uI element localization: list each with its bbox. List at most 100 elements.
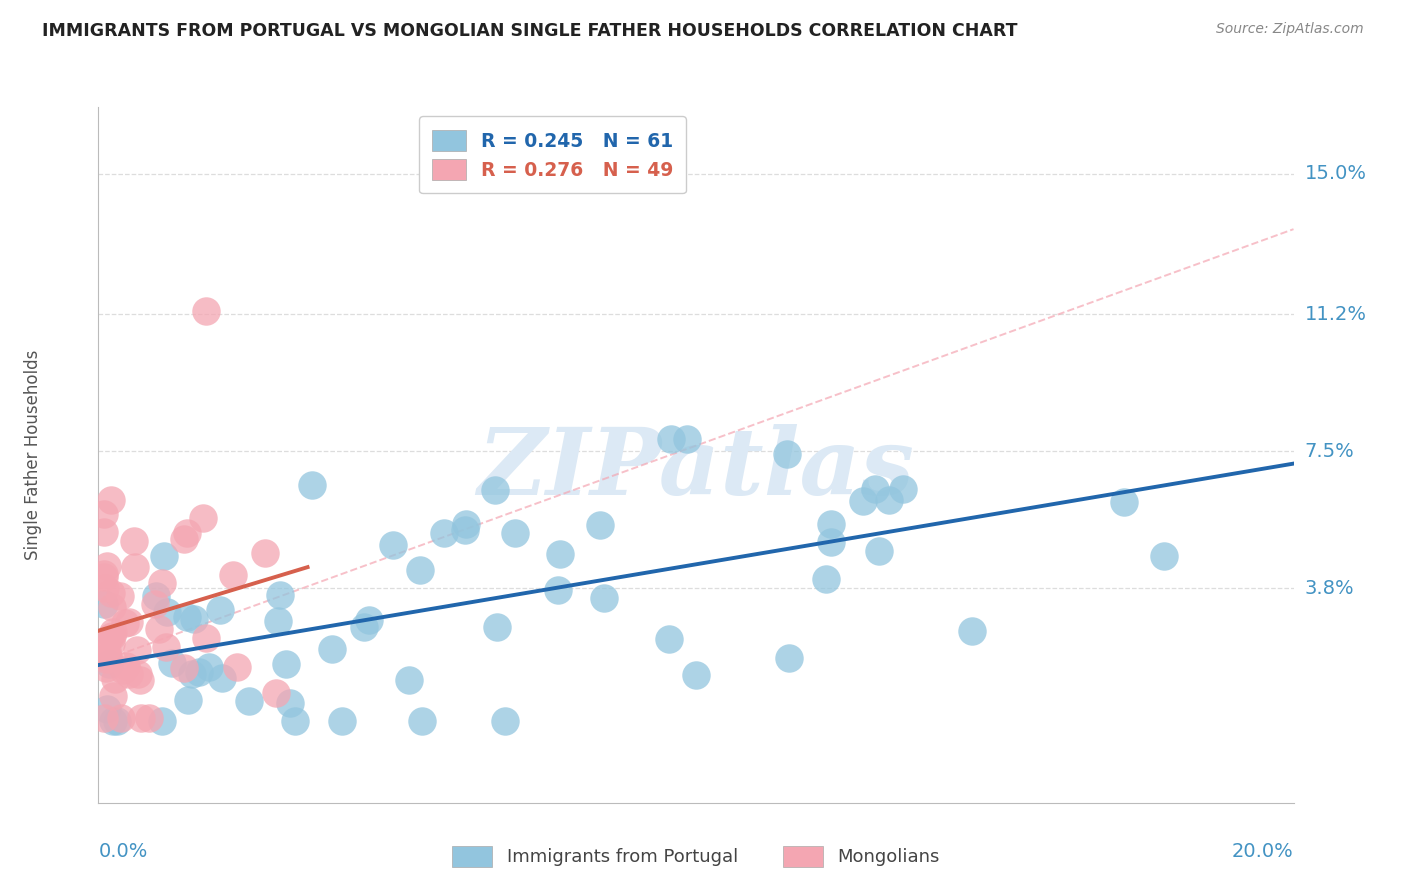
Point [658, 632, 681, 646]
Point [301, 478, 323, 492]
Point [321, 642, 343, 657]
Point [118, 615, 141, 629]
Point [891, 482, 914, 496]
Text: Single Father Households: Single Father Households [24, 350, 42, 560]
Point [589, 518, 612, 533]
Point [115, 659, 138, 673]
Point [101, 625, 124, 640]
Point [101, 689, 124, 703]
Point [118, 666, 141, 681]
Text: 20.0%: 20.0% [1232, 842, 1294, 861]
Point [193, 511, 215, 525]
Point [484, 483, 506, 498]
Point [125, 643, 148, 657]
Point [100, 586, 122, 600]
Point [264, 686, 287, 700]
Point [877, 492, 900, 507]
Point [550, 547, 572, 561]
Text: 0.0%: 0.0% [98, 842, 148, 861]
Point [152, 714, 174, 729]
Point [456, 517, 478, 532]
Legend: Immigrants from Portugal, Mongolians: Immigrants from Portugal, Mongolians [446, 838, 946, 874]
Point [209, 603, 232, 617]
Text: Source: ZipAtlas.com: Source: ZipAtlas.com [1216, 22, 1364, 37]
Point [111, 663, 134, 677]
Point [353, 620, 375, 634]
Point [93, 507, 115, 521]
Point [93, 570, 115, 584]
Point [283, 714, 305, 729]
Point [104, 672, 127, 686]
Point [194, 631, 217, 645]
Text: 7.5%: 7.5% [1305, 442, 1354, 461]
Point [97, 650, 120, 665]
Text: 3.8%: 3.8% [1305, 579, 1354, 598]
Point [194, 303, 218, 318]
Point [183, 612, 205, 626]
Point [177, 693, 200, 707]
Point [100, 493, 122, 508]
Point [94, 581, 117, 595]
Point [143, 598, 166, 612]
Point [411, 714, 433, 729]
Point [97, 649, 120, 664]
Point [820, 535, 842, 549]
Point [101, 629, 124, 643]
Point [105, 714, 128, 729]
Point [103, 714, 125, 729]
Point [187, 665, 209, 680]
Point [150, 575, 173, 590]
Point [494, 714, 516, 729]
Point [685, 668, 707, 682]
Point [868, 544, 890, 558]
Point [359, 613, 381, 627]
Point [815, 573, 838, 587]
Text: 15.0%: 15.0% [1305, 164, 1367, 183]
Text: ZIPatlas: ZIPatlas [478, 424, 914, 514]
Point [101, 599, 124, 614]
Point [778, 651, 800, 665]
Point [382, 538, 405, 552]
Point [485, 620, 508, 634]
Point [97, 632, 120, 646]
Point [176, 526, 198, 541]
Point [960, 624, 983, 638]
Point [278, 696, 301, 710]
Point [155, 640, 177, 655]
Point [156, 606, 179, 620]
Point [197, 660, 219, 674]
Point [96, 702, 118, 716]
Point [114, 616, 136, 631]
Point [592, 591, 614, 606]
Point [96, 644, 118, 658]
Point [176, 610, 198, 624]
Point [226, 659, 249, 673]
Point [173, 661, 195, 675]
Point [173, 533, 195, 547]
Point [398, 673, 420, 688]
Point [254, 546, 277, 560]
Point [138, 711, 160, 725]
Point [129, 711, 152, 725]
Point [148, 622, 170, 636]
Point [852, 494, 875, 508]
Point [127, 667, 149, 681]
Point [94, 652, 117, 666]
Point [820, 516, 842, 531]
Point [454, 523, 477, 537]
Point [547, 583, 569, 598]
Point [238, 694, 260, 708]
Point [433, 526, 456, 541]
Point [267, 614, 290, 628]
Point [181, 667, 204, 681]
Point [93, 711, 115, 725]
Point [128, 673, 150, 688]
Point [145, 589, 167, 603]
Point [100, 635, 122, 649]
Point [269, 588, 291, 602]
Point [211, 671, 233, 685]
Point [153, 549, 176, 564]
Text: 11.2%: 11.2% [1305, 305, 1367, 324]
Point [1153, 549, 1175, 563]
Point [865, 482, 887, 496]
